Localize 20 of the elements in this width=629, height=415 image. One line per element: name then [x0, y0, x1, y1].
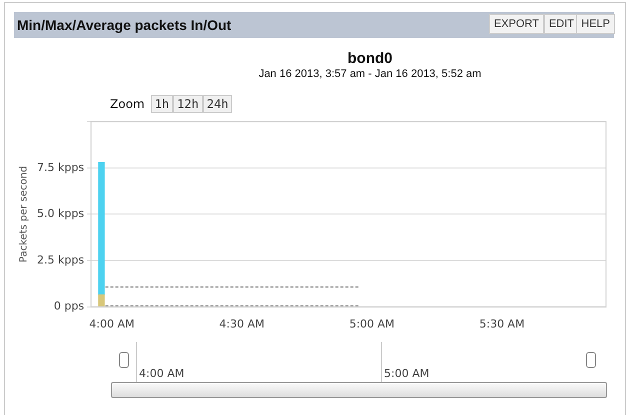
x-tick-label: 5:30 AM — [479, 317, 525, 330]
text: Zoom — [110, 97, 145, 111]
y-axis-title: Packets per second — [18, 166, 30, 262]
time-navigator: 4:00 AM 5:00 AM — [112, 342, 608, 382]
text: 24h — [202, 95, 232, 113]
x-tick-label: 4:00 AM — [89, 317, 134, 330]
text: EXPORT — [488, 14, 544, 34]
text: EDIT — [544, 14, 579, 34]
y-tick-label: 5.0 kpps — [36, 207, 84, 220]
y-tick-label: 0 pps — [54, 300, 84, 313]
y-tick-label: 7.5 kpps — [36, 160, 84, 174]
text: HELP — [576, 14, 615, 34]
text: 12h — [173, 95, 203, 113]
text: 1h — [150, 95, 174, 113]
chart-title: Min/Max/Average packets In/Out — [17, 17, 232, 33]
chart-subtitle: bond0 — [346, 50, 394, 67]
x-tick-label: 5:00 AM — [349, 317, 395, 330]
text: Jan 16 2013, 3:57 am - Jan 16 2013, 5:52 am — [258, 68, 482, 80]
x-tick-label: 4:30 AM — [219, 317, 265, 330]
y-tick-label: 2.5 kpps — [36, 253, 84, 266]
